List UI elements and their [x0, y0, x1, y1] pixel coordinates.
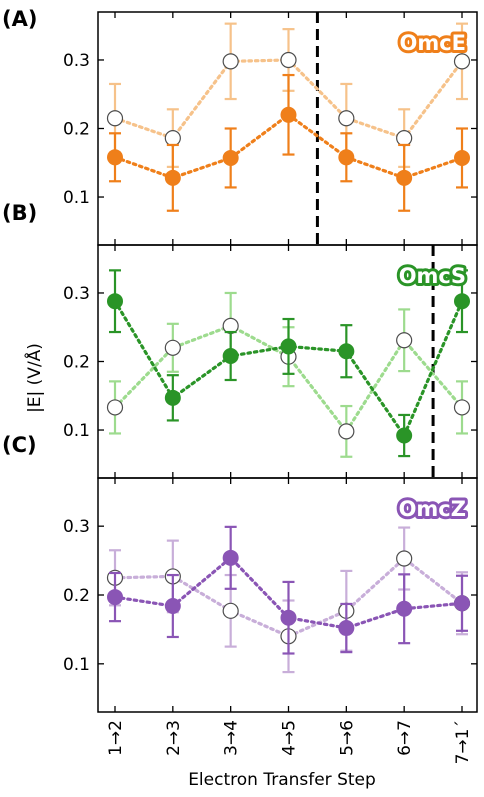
x-tick-label: 6→7 — [395, 720, 415, 756]
x-tick-label: 3→4 — [222, 720, 242, 756]
data-point — [164, 339, 181, 356]
data-point — [396, 427, 413, 444]
y-tick-label: 0.1 — [63, 421, 90, 441]
protein-label: OmcZ — [399, 497, 466, 521]
y-tick-label: 0.1 — [63, 655, 90, 675]
y-tick-label: 0.2 — [63, 120, 90, 140]
data-point — [338, 110, 355, 127]
data-point — [453, 53, 471, 70]
x-tick-label: 4→5 — [280, 720, 300, 756]
panel-label: (A) — [2, 7, 37, 31]
panel-omcs: 0.1 0.2 0.3 OmcS — [63, 244, 478, 479]
y-axis-title: |E| (V/Å) — [23, 343, 45, 413]
data-point — [454, 149, 470, 166]
panel-label: (C) — [2, 433, 37, 457]
y-tick-label: 0.2 — [63, 353, 90, 373]
data-point — [164, 389, 181, 406]
data-point — [338, 620, 355, 637]
panels: 0.10.20.3OmcE(A)0.10.20.3OmcS(B)0.10.20.… — [2, 7, 478, 713]
x-tick-label: 5→6 — [337, 720, 357, 756]
data-point — [338, 343, 355, 360]
data-point — [164, 598, 181, 615]
panel-omcz: 0.1 0.2 0.3 OmcZ — [63, 477, 478, 713]
data-point — [396, 129, 413, 147]
data-point — [222, 53, 239, 70]
data-point — [454, 595, 470, 612]
data-point — [396, 332, 413, 349]
data-point — [454, 293, 470, 310]
data-point — [280, 51, 297, 69]
series-filled — [107, 269, 470, 458]
data-point — [106, 110, 124, 127]
data-point — [396, 169, 413, 186]
data-point — [107, 589, 123, 606]
data-point — [396, 600, 413, 617]
x-tick-label: 2→3 — [164, 720, 184, 756]
data-point — [338, 423, 355, 440]
data-point — [280, 106, 297, 123]
data-point — [280, 609, 297, 626]
series-filled — [107, 73, 470, 212]
data-point — [164, 169, 181, 186]
protein-label: OmcS — [399, 264, 466, 288]
x-tick-label: 7→1´ — [453, 720, 473, 764]
data-point — [107, 293, 123, 310]
y-tick-label: 0.3 — [63, 284, 90, 304]
y-tick-label: 0.2 — [63, 586, 90, 606]
x-tick-label: 1→2 — [106, 720, 126, 756]
data-point — [222, 549, 239, 566]
x-axis-title: Electron Transfer Step — [188, 770, 376, 790]
y-tick-label: 0.3 — [63, 517, 90, 537]
data-point — [222, 149, 239, 166]
data-point — [280, 338, 297, 355]
data-point — [453, 399, 471, 416]
panel-label: (B) — [2, 201, 37, 225]
panel-omce: 0.1 0.2 0.3 OmcE — [63, 11, 478, 246]
data-point — [396, 550, 413, 567]
data-point — [338, 149, 355, 166]
data-point — [107, 149, 123, 166]
x-tick-labels: 1→2 2→3 3→4 4→5 5→6 6→7 7→1´ — [106, 720, 473, 764]
data-point — [222, 348, 239, 365]
data-point — [106, 399, 124, 416]
series-filled — [107, 525, 470, 655]
y-tick-label: 0.1 — [63, 188, 90, 208]
protein-label: OmcE — [399, 31, 466, 55]
y-tick-label: 0.3 — [63, 51, 90, 71]
data-point — [164, 129, 181, 147]
data-point — [222, 602, 239, 619]
